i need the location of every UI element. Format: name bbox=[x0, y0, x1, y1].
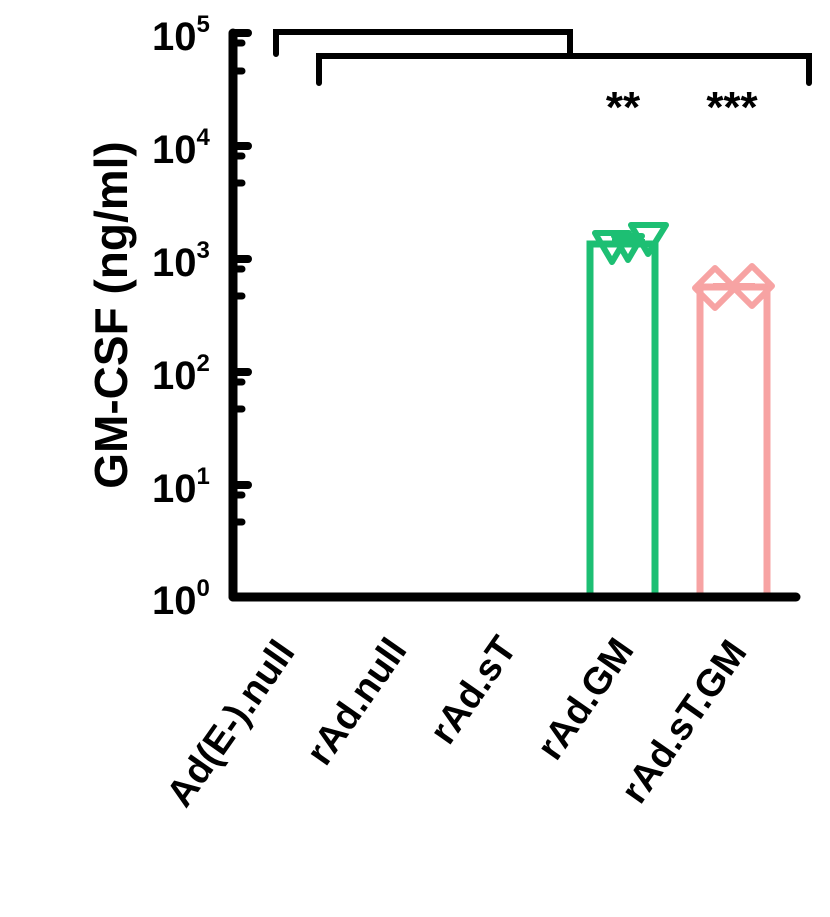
y-tick-1e4: 104 bbox=[152, 124, 211, 172]
data-points-rAd-GM bbox=[592, 222, 669, 265]
significance-rAd-sT-GM: *** bbox=[706, 83, 758, 132]
y-axis-label: GM-CSF (ng/ml) bbox=[85, 141, 137, 489]
y-tick-1e3: 103 bbox=[152, 237, 210, 285]
bracket-1 bbox=[273, 29, 573, 59]
bar-rAd-sT-GM bbox=[696, 283, 771, 601]
y-tick-1e1: 101 bbox=[152, 463, 210, 511]
x-label-rad-null: rAd.null bbox=[299, 631, 416, 773]
significance-brackets bbox=[273, 29, 812, 86]
diamond-marker bbox=[729, 263, 775, 309]
data-points-rAd-sT-GM bbox=[692, 263, 775, 311]
x-label-rad-st: rAd.sT bbox=[422, 629, 525, 752]
bar-rAd-GM bbox=[586, 240, 659, 601]
bracket-2 bbox=[316, 53, 812, 86]
diamond-marker bbox=[692, 265, 738, 311]
y-tick-1e5: 105 bbox=[152, 11, 210, 59]
x-tick-labels: Ad(E-).null rAd.null rAd.sT rAd.GM rAd.s… bbox=[159, 629, 756, 814]
significance-rAd-GM: ** bbox=[606, 83, 641, 132]
y-tick-1e2: 102 bbox=[152, 350, 210, 398]
y-axis bbox=[228, 28, 252, 602]
triangle-down-marker bbox=[611, 233, 645, 263]
x-label-ad-e-null: Ad(E-).null bbox=[159, 633, 304, 814]
x-label-rad-gm: rAd.GM bbox=[529, 631, 642, 767]
y-tick-labels: 105 104 103 102 101 100 bbox=[152, 11, 211, 623]
y-tick-1e0: 100 bbox=[152, 575, 210, 623]
